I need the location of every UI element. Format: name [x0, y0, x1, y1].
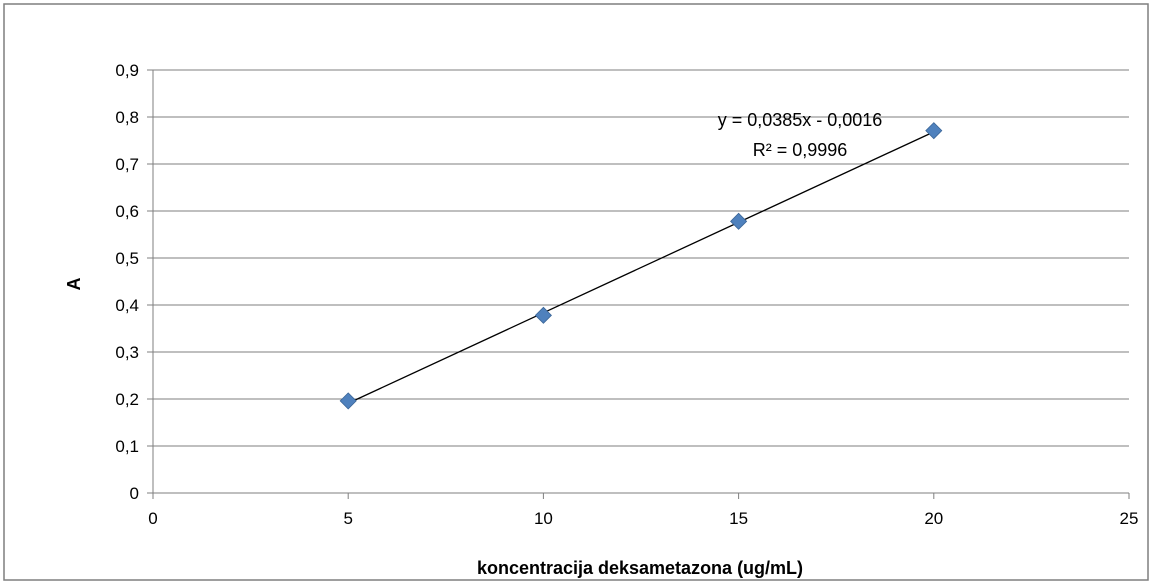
y-tick-label: 0,8 [115, 108, 139, 127]
trendline [347, 131, 935, 404]
axes [147, 69, 1130, 499]
x-tick-label: 20 [924, 509, 943, 528]
trendline-equation: y = 0,0385x - 0,0016 [718, 110, 883, 130]
y-tick-label: 0 [130, 484, 139, 503]
chart-border [3, 3, 1149, 581]
trendline-r-squared: R² = 0,9996 [753, 140, 848, 160]
x-tick-label: 5 [343, 509, 352, 528]
x-axis-title: koncentracija deksametazona (ug/mL) [477, 558, 803, 578]
x-tick-label: 15 [729, 509, 748, 528]
trendline-group [347, 131, 935, 404]
y-tick-label: 0,7 [115, 155, 139, 174]
x-tick-label: 10 [534, 509, 553, 528]
x-tick-label: 25 [1120, 509, 1139, 528]
data-point [925, 122, 943, 140]
data-point [534, 306, 552, 324]
y-tick-label: 0,3 [115, 343, 139, 362]
data-point [730, 212, 748, 230]
gridlines [153, 69, 1129, 447]
y-tick-label: 0,6 [115, 202, 139, 221]
y-tick-label: 0,5 [115, 249, 139, 268]
data-points [339, 122, 943, 410]
y-tick-label: 0,9 [115, 61, 139, 80]
x-tick-label: 0 [148, 509, 157, 528]
tick-labels: 0 0,1 0,2 0,3 0,4 0,5 0,6 0,7 0,8 0,9 0 5 10 15 20 25 [115, 61, 1138, 528]
y-tick-label: 0,2 [115, 390, 139, 409]
y-axis-title: A [64, 278, 84, 291]
data-point [339, 392, 357, 410]
y-tick-label: 0,1 [115, 437, 139, 456]
y-tick-label: 0,4 [115, 296, 139, 315]
